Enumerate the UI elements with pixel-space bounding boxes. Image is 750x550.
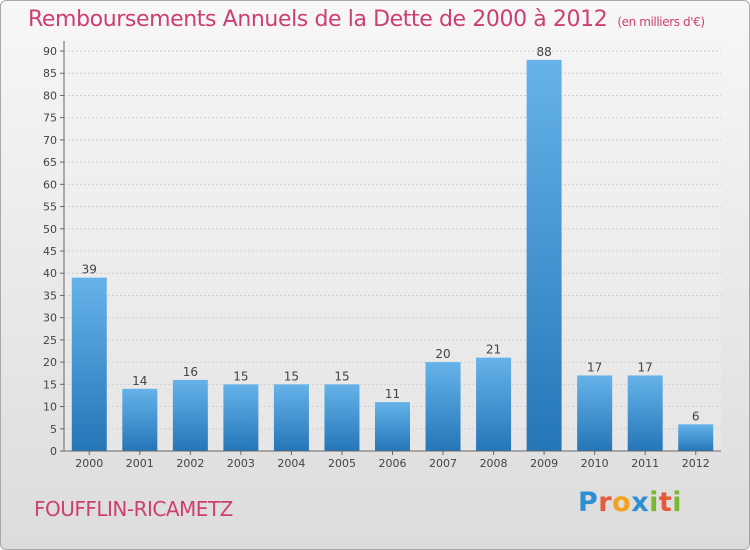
town-name: FOUFFLIN-RICAMETZ: [34, 497, 233, 521]
x-tick-label: 2001: [126, 457, 154, 470]
logo-letter: i: [649, 487, 659, 518]
y-tick-label: 70: [43, 134, 57, 147]
y-tick-label: 55: [43, 201, 57, 214]
bar-2001: [122, 388, 158, 451]
y-tick-label: 5: [50, 423, 57, 436]
y-tick-label: 75: [43, 112, 57, 125]
logo-letter: i: [672, 487, 683, 518]
y-tick-label: 30: [43, 312, 57, 325]
chart-title-text: Remboursements Annuels de la Dette de 20…: [28, 7, 608, 32]
y-tick-label: 10: [43, 401, 57, 414]
logo-letter: r: [598, 487, 613, 518]
data-label: 6: [692, 409, 700, 423]
bar-2002: [172, 379, 208, 451]
x-tick-label: 2005: [328, 457, 356, 470]
data-label: 15: [233, 369, 248, 383]
bar-2009: [526, 59, 562, 452]
y-tick-label: 60: [43, 178, 57, 191]
x-tick-label: 2004: [277, 457, 305, 470]
x-tick-label: 2003: [227, 457, 255, 470]
x-tick-label: 2002: [176, 457, 204, 470]
data-label: 15: [284, 369, 299, 383]
data-label: 20: [435, 347, 450, 361]
x-tick-label: 2006: [379, 457, 407, 470]
data-label: 21: [486, 343, 501, 357]
data-label: 11: [385, 387, 400, 401]
logo-letter: x: [631, 487, 650, 518]
x-tick-label: 2012: [682, 457, 710, 470]
y-tick-label: 50: [43, 223, 57, 236]
x-tick-label: 2000: [75, 457, 103, 470]
y-tick-label: 0: [50, 445, 57, 458]
logo-letter: t: [658, 487, 673, 518]
bar-2010: [577, 375, 613, 451]
y-tick-label: 25: [43, 334, 57, 347]
data-label: 15: [334, 369, 349, 383]
data-label: 17: [587, 360, 602, 374]
x-tick-label: 2009: [530, 457, 558, 470]
y-tick-label: 65: [43, 156, 57, 169]
bar-2005: [324, 384, 360, 451]
x-tick-label: 2008: [480, 457, 508, 470]
chart-title: Remboursements Annuels de la Dette de 20…: [28, 7, 705, 32]
y-tick-label: 85: [43, 67, 57, 80]
y-tick-label: 45: [43, 245, 57, 258]
bar-2006: [375, 402, 410, 451]
proxiti-logo[interactable]: Proxiti: [578, 487, 682, 518]
data-label: 16: [183, 365, 198, 379]
chart-unit: (en milliers d'€): [617, 15, 705, 29]
data-label: 88: [536, 45, 551, 59]
bar-2000: [71, 277, 107, 451]
y-tick-label: 35: [43, 289, 57, 302]
y-tick-label: 15: [43, 378, 57, 391]
x-tick-label: 2007: [429, 457, 457, 470]
x-tick-label: 2011: [631, 457, 659, 470]
bar-2008: [476, 357, 512, 451]
y-tick-label: 90: [43, 45, 57, 58]
bar-2007: [425, 362, 461, 451]
y-tick-label: 80: [43, 89, 57, 102]
logo-letter: P: [578, 487, 599, 518]
bar-2012: [678, 424, 714, 451]
data-label: 17: [638, 360, 653, 374]
data-label: 39: [82, 263, 97, 277]
bar-2003: [223, 384, 259, 451]
data-label: 14: [132, 374, 147, 388]
x-tick-label: 2010: [581, 457, 609, 470]
bar-2011: [627, 375, 663, 451]
logo-letter: o: [612, 487, 632, 518]
bar-2004: [273, 384, 309, 451]
y-tick-label: 40: [43, 267, 57, 280]
y-tick-label: 20: [43, 356, 57, 369]
